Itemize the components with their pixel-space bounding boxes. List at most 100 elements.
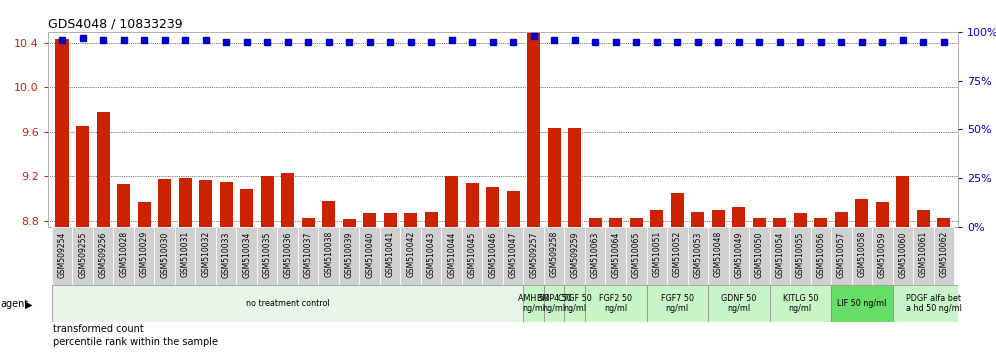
Text: GSM509259: GSM509259 (571, 231, 580, 278)
Text: BMP4 50
ng/ml: BMP4 50 ng/ml (537, 294, 572, 313)
Text: GSM510028: GSM510028 (120, 231, 128, 277)
Bar (831, 285, 892, 322)
Text: GSM510063: GSM510063 (591, 231, 600, 278)
Bar (158, 179, 171, 354)
Bar (753, 218, 766, 354)
Bar (56, 39, 69, 354)
Text: GSM509254: GSM509254 (58, 231, 67, 278)
Bar (133, 227, 154, 285)
Text: GSM510061: GSM510061 (918, 231, 928, 278)
Bar (383, 213, 396, 354)
Bar (691, 212, 704, 354)
Bar (749, 227, 770, 285)
Text: GSM510043: GSM510043 (426, 231, 435, 278)
Text: CTGF 50
ng/ml: CTGF 50 ng/ml (558, 294, 592, 313)
Text: GSM510056: GSM510056 (817, 231, 826, 278)
Text: GSM510032: GSM510032 (201, 231, 210, 278)
Bar (814, 218, 828, 354)
Bar (261, 177, 274, 354)
Text: agent: agent (0, 299, 28, 309)
Bar (589, 218, 602, 354)
Text: GSM510038: GSM510038 (325, 231, 334, 278)
Bar (732, 206, 745, 354)
Text: GSM510053: GSM510053 (693, 231, 702, 278)
Text: GSM510040: GSM510040 (366, 231, 374, 278)
Bar (646, 285, 708, 322)
Text: GSM510037: GSM510037 (304, 231, 313, 278)
Text: GSM510055: GSM510055 (796, 231, 805, 278)
Text: KITLG 50
ng/ml: KITLG 50 ng/ml (783, 294, 818, 313)
Bar (199, 180, 212, 354)
Text: GSM509257: GSM509257 (529, 231, 538, 278)
Bar (117, 184, 130, 354)
Bar (319, 227, 339, 285)
Bar (585, 285, 646, 322)
Bar (97, 112, 110, 354)
Bar (544, 285, 565, 322)
Bar (937, 218, 950, 354)
Text: GSM510062: GSM510062 (939, 231, 948, 278)
Bar (568, 127, 582, 354)
Bar (93, 227, 114, 285)
Bar (73, 227, 93, 285)
Text: GSM510051: GSM510051 (652, 231, 661, 278)
Bar (667, 227, 687, 285)
Text: GSM510054: GSM510054 (775, 231, 784, 278)
Bar (257, 227, 278, 285)
Bar (216, 227, 236, 285)
Bar (852, 227, 872, 285)
Bar (507, 191, 520, 354)
Bar (114, 227, 133, 285)
Text: GSM510030: GSM510030 (160, 231, 169, 278)
Text: GSM510045: GSM510045 (468, 231, 477, 278)
Bar (646, 227, 667, 285)
Bar (913, 227, 933, 285)
Text: GSM510064: GSM510064 (612, 231, 621, 278)
Text: FGF7 50
ng/ml: FGF7 50 ng/ml (660, 294, 694, 313)
Text: GSM510060: GSM510060 (898, 231, 907, 278)
Text: FGF2 50
ng/ml: FGF2 50 ng/ml (600, 294, 632, 313)
Bar (811, 227, 831, 285)
Bar (404, 213, 417, 354)
Text: GSM510041: GSM510041 (385, 231, 394, 278)
Bar (462, 227, 482, 285)
Text: GSM510058: GSM510058 (858, 231, 867, 278)
Bar (379, 227, 400, 285)
Text: GSM510049: GSM510049 (734, 231, 743, 278)
Text: GSM510057: GSM510057 (837, 231, 846, 278)
Bar (281, 173, 295, 354)
Bar (565, 227, 585, 285)
Bar (585, 227, 606, 285)
Bar (933, 227, 954, 285)
Bar (916, 210, 930, 354)
Bar (728, 227, 749, 285)
Text: GSM510034: GSM510034 (242, 231, 251, 278)
Text: GSM509256: GSM509256 (99, 231, 108, 278)
Text: GSM509255: GSM509255 (78, 231, 88, 278)
Text: GSM510031: GSM510031 (180, 231, 189, 278)
Bar (445, 177, 458, 354)
Bar (421, 227, 441, 285)
Text: transformed count: transformed count (53, 324, 143, 334)
Bar (524, 227, 544, 285)
Bar (524, 285, 544, 322)
Bar (875, 202, 889, 354)
Bar (441, 227, 462, 285)
Bar (835, 212, 848, 354)
Bar (154, 227, 175, 285)
Bar (896, 177, 909, 354)
Bar (339, 227, 360, 285)
Bar (178, 178, 192, 354)
Text: GSM510046: GSM510046 (488, 231, 497, 278)
Bar (892, 227, 913, 285)
Text: GSM510033: GSM510033 (222, 231, 231, 278)
Bar (548, 127, 561, 354)
Bar (790, 227, 811, 285)
Bar (610, 218, 622, 354)
Text: GSM510042: GSM510042 (406, 231, 415, 278)
Bar (486, 187, 499, 354)
Bar (626, 227, 646, 285)
Bar (322, 201, 336, 354)
Text: LIF 50 ng/ml: LIF 50 ng/ml (837, 299, 886, 308)
Text: GSM510039: GSM510039 (345, 231, 354, 278)
